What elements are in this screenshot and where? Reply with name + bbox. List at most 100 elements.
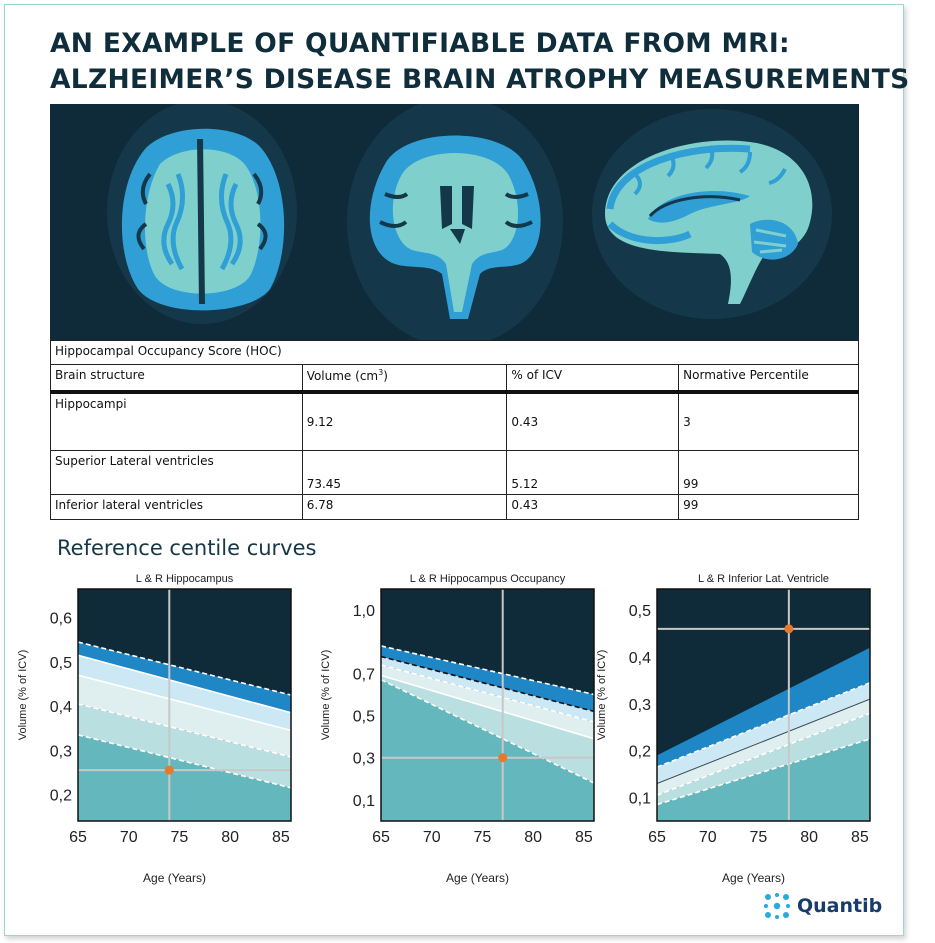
x-tick-label: 70 — [699, 829, 717, 846]
cell-percentile: 99 — [678, 494, 859, 520]
centile-line — [657, 738, 870, 806]
y-tick-label: 0,2 — [629, 744, 651, 761]
plot-frame — [77, 588, 292, 822]
centile-line — [657, 712, 870, 796]
y-tick-label: 0,2 — [50, 787, 72, 804]
centile-band — [657, 647, 870, 768]
section-title: Reference centile curves — [57, 536, 317, 560]
x-tick-label: 80 — [221, 829, 239, 846]
cell-structure: Hippocampi — [50, 391, 303, 451]
axial-slice — [107, 104, 297, 324]
y-axis-label: Volume (% of ICV) — [320, 650, 332, 740]
y-axis-label: Volume (% of ICV) — [596, 650, 608, 740]
centile-band — [78, 655, 291, 731]
x-tick-label: 75 — [171, 829, 189, 846]
centile-band — [381, 675, 594, 784]
centile-band — [657, 699, 870, 796]
centile-band — [657, 738, 870, 821]
chart-inferior-lat-ventricle: L & R Inferior Lat. Ventricle 0,1 0,2 0,3 0,… — [587, 566, 877, 886]
coronal-slice — [347, 104, 563, 340]
page-title: AN EXAMPLE OF QUANTIFIABLE DATA FROM MRI… — [50, 26, 910, 98]
logo-text: Quantib — [797, 895, 883, 917]
centile-band — [78, 675, 291, 757]
x-axis-label: Age (Years) — [143, 871, 206, 885]
x-tick-label: 65 — [648, 829, 666, 846]
x-tick-label: 80 — [524, 829, 542, 846]
centile-line — [78, 674, 291, 732]
centile-line — [78, 654, 291, 714]
x-tick-label: 85 — [851, 829, 869, 846]
centile-band — [381, 645, 594, 712]
centile-band — [381, 664, 594, 739]
table-row: Inferior lateral ventricles 6.78 0.43 99 — [50, 494, 859, 520]
centile-line — [381, 674, 594, 740]
y-tick-label: 0,4 — [629, 650, 651, 667]
centile-band — [78, 734, 291, 821]
x-axis-label: Age (Years) — [446, 871, 509, 885]
chart-title: L & R Hippocampus — [136, 573, 234, 585]
y-tick-label: 0,3 — [353, 751, 375, 768]
centile-line — [657, 698, 870, 784]
cell-icv: 0.43 — [506, 391, 680, 451]
centile-line — [78, 641, 291, 696]
centile-band — [78, 703, 291, 788]
header-volume: Volume (cm3) — [301, 364, 508, 394]
chart-title: L & R Inferior Lat. Ventricle — [698, 573, 829, 585]
centile-band — [657, 682, 870, 784]
y-tick-label: 0,5 — [50, 655, 72, 672]
header-icv: % of ICV — [506, 364, 680, 394]
centile-line — [381, 655, 594, 713]
x-tick-label: 85 — [272, 829, 290, 846]
brain-slices-image — [107, 104, 832, 340]
centile-line — [78, 734, 291, 789]
cell-volume: 9.12 — [301, 391, 508, 451]
x-tick-label: 70 — [120, 829, 138, 846]
y-tick-label: 0,6 — [50, 611, 72, 628]
x-tick-label: 70 — [423, 829, 441, 846]
patient-point — [784, 624, 794, 634]
plot-area — [381, 589, 594, 821]
x-tick-label: 75 — [474, 829, 492, 846]
plot-area — [657, 589, 870, 821]
table-caption: Hippocampal Occupancy Score (HOC) — [50, 340, 859, 365]
cell-volume: 73.45 — [301, 450, 508, 495]
quantib-logo: Quantib — [763, 892, 882, 920]
header-brain-structure: Brain structure — [50, 364, 303, 394]
y-tick-label: 0,4 — [50, 699, 72, 716]
chart-title: L & R Hippocampus Occupancy — [410, 573, 566, 585]
x-tick-label: 85 — [575, 829, 593, 846]
sagittal-slice — [592, 109, 832, 319]
y-tick-label: 0,3 — [50, 743, 72, 760]
y-tick-label: 0,3 — [629, 697, 651, 714]
patient-point — [498, 753, 508, 763]
header-percentile: Normative Percentile — [678, 364, 859, 394]
cell-structure: Superior Lateral ventricles — [50, 450, 303, 495]
brain-mri-illustration — [50, 104, 859, 340]
y-tick-label: 0,5 — [353, 709, 375, 726]
y-tick-label: 0,5 — [629, 603, 651, 620]
centile-line — [381, 645, 594, 696]
y-tick-label: 0,7 — [353, 666, 375, 683]
y-tick-label: 0,1 — [629, 791, 651, 808]
cell-icv: 0.43 — [506, 494, 680, 520]
chart-hippocampus-occupancy: L & R Hippocampus Occupancy 0,1 0,3 0,5 0,7 1… — [311, 566, 601, 886]
y-tick-label: 1,0 — [353, 603, 375, 620]
x-tick-label: 75 — [750, 829, 768, 846]
table-row: Superior Lateral ventricles 73.45 5.12 9… — [50, 450, 859, 495]
title-line-2: ALZHEIMER’S DISEASE BRAIN ATROPHY MEASUR… — [50, 64, 910, 95]
cell-volume: 6.78 — [301, 494, 508, 520]
y-tick-label: 0,1 — [353, 793, 375, 810]
chart-hippocampus: L & R Hippocampus 0,2 0,3 0,4 0,5 0,6 65 70 75 80… — [8, 566, 298, 886]
table-row: Hippocampi 9.12 0.43 3 — [50, 391, 859, 451]
cell-icv: 5.12 — [506, 450, 680, 495]
x-tick-label: 65 — [372, 829, 390, 846]
x-tick-label: 80 — [800, 829, 818, 846]
plot-area — [78, 589, 291, 821]
centile-line — [657, 681, 870, 768]
centile-line — [381, 664, 594, 723]
x-axis-label: Age (Years) — [722, 871, 785, 885]
quantib-logo-icon — [764, 893, 790, 919]
cell-structure: Inferior lateral ventricles — [50, 494, 303, 520]
title-line-1: AN EXAMPLE OF QUANTIFIABLE DATA FROM MRI… — [50, 28, 790, 59]
centile-band — [78, 642, 291, 713]
